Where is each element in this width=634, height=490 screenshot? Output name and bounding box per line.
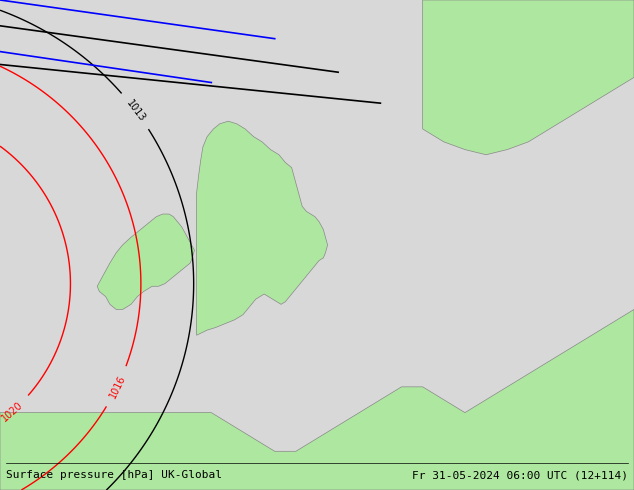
Polygon shape	[197, 121, 328, 335]
Polygon shape	[0, 310, 634, 490]
Text: 1020: 1020	[0, 399, 25, 423]
Text: 1016: 1016	[107, 373, 127, 400]
Text: Surface pressure [hPa] UK-Global: Surface pressure [hPa] UK-Global	[6, 470, 223, 480]
Polygon shape	[423, 0, 634, 155]
Text: 1013: 1013	[124, 98, 147, 123]
Polygon shape	[97, 214, 195, 310]
Text: Fr 31-05-2024 06:00 UTC (12+114): Fr 31-05-2024 06:00 UTC (12+114)	[411, 470, 628, 480]
